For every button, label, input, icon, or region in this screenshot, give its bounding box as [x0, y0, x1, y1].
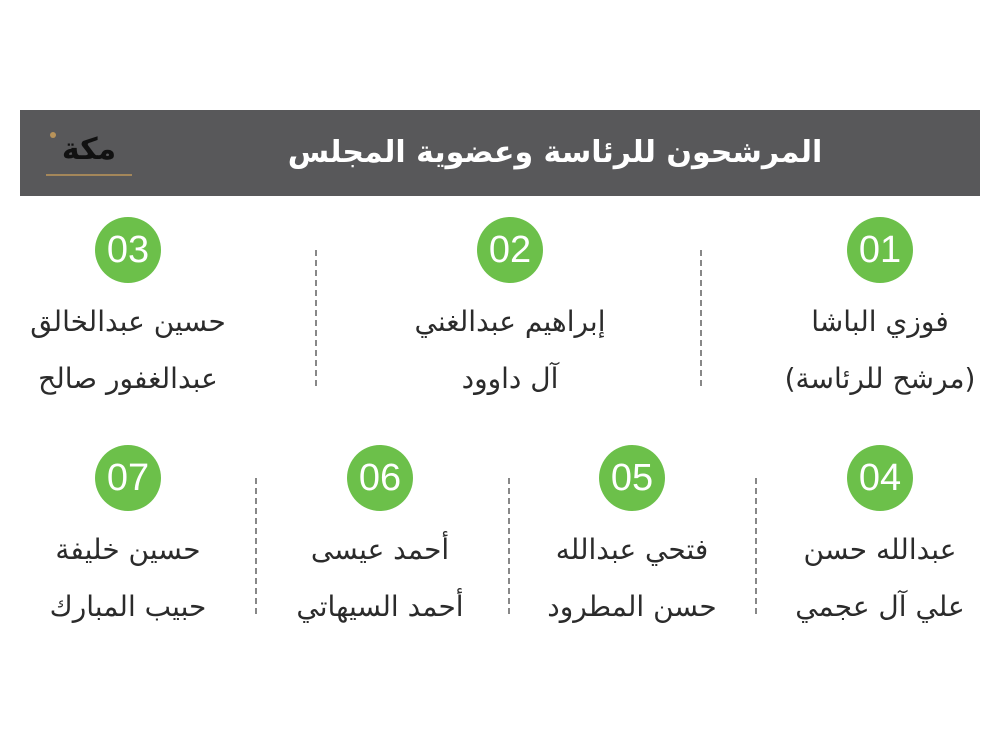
candidate-name-line2: أحمد السيهاتي: [296, 590, 464, 623]
number-badge: 04: [847, 445, 913, 511]
candidate-03: 03 حسين عبدالخالق عبدالغفور صالح: [10, 217, 246, 407]
divider: [700, 250, 702, 386]
number-badge: 03: [95, 217, 161, 283]
candidate-02: 02 إبراهيم عبدالغني آل داوود: [392, 217, 628, 407]
candidate-name-line1: عبدالله حسن: [803, 533, 957, 566]
candidate-name-line1: فتحي عبدالله: [555, 533, 709, 566]
number-badge: 01: [847, 217, 913, 283]
candidate-name-line2: آل داوود: [461, 362, 559, 395]
candidate-name-line2: (مرشح للرئاسة): [784, 362, 976, 395]
number-badge: 07: [95, 445, 161, 511]
logo-underline: [46, 174, 132, 176]
candidate-name-line1: إبراهيم عبدالغني: [414, 305, 606, 338]
divider: [315, 250, 317, 386]
divider: [255, 478, 257, 614]
logo-text: مكة: [61, 132, 117, 167]
logo-dot: [50, 132, 56, 138]
candidate-name-line2: حبيب المبارك: [49, 590, 207, 623]
candidate-name-line2: عبدالغفور صالح: [38, 362, 218, 395]
number-badge: 02: [477, 217, 543, 283]
candidate-name-line1: حسين عبدالخالق: [30, 305, 226, 338]
candidate-name-line2: حسن المطرود: [547, 590, 717, 623]
candidate-name-line1: فوزي الباشا: [811, 305, 949, 338]
divider: [508, 478, 510, 614]
logo: مكة: [46, 130, 132, 180]
number-badge: 05: [599, 445, 665, 511]
candidate-01: 01 فوزي الباشا (مرشح للرئاسة): [762, 217, 998, 407]
candidate-05: 05 فتحي عبدالله حسن المطرود: [514, 445, 750, 635]
candidate-name-line1: حسين خليفة: [55, 533, 201, 566]
candidate-07: 07 حسين خليفة حبيب المبارك: [10, 445, 246, 635]
divider: [755, 478, 757, 614]
candidate-06: 06 أحمد عيسى أحمد السيهاتي: [262, 445, 498, 635]
number-badge: 06: [347, 445, 413, 511]
header-banner: مكة المرشحون للرئاسة وعضوية المجلس: [20, 110, 980, 196]
candidate-04: 04 عبدالله حسن علي آل عجمي: [762, 445, 998, 635]
page-title: المرشحون للرئاسة وعضوية المجلس: [287, 135, 823, 170]
candidate-name-line1: أحمد عيسى: [310, 533, 450, 566]
candidate-name-line2: علي آل عجمي: [795, 590, 965, 623]
